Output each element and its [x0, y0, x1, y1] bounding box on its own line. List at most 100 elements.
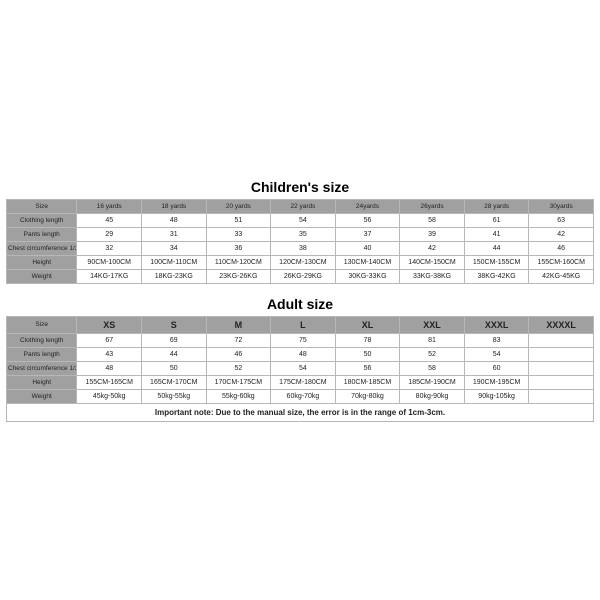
table-row: Clothing length4548515456586163 [7, 213, 594, 227]
children-cell: 46 [529, 241, 594, 255]
adult-size-block: Adult size Size XS S M L XL XXL XXXL XXX… [6, 290, 594, 422]
adult-cell: 75 [271, 333, 336, 347]
adult-tbody: Clothing length67697275788183Pants lengt… [7, 333, 594, 403]
adult-cell: 60 [464, 361, 529, 375]
adult-cell: 69 [142, 333, 207, 347]
children-metric-label: Clothing length [7, 213, 77, 227]
children-cell: 140CM-150CM [400, 255, 465, 269]
adult-cell: 45kg-50kg [77, 389, 142, 403]
children-size-col: 22 yards [271, 199, 336, 213]
adult-header-row: Size XS S M L XL XXL XXXL XXXXL [7, 316, 594, 333]
children-table: Size 16 yards 18 yards 20 yards 22 yards… [6, 199, 594, 284]
children-cell: 45 [77, 213, 142, 227]
adult-cell: 72 [206, 333, 271, 347]
children-metric-label: Chest circumference 1/2 [7, 241, 77, 255]
adult-size-col: XL [335, 316, 400, 333]
adult-size-label: Size [7, 316, 77, 333]
children-size-col: 24yards [335, 199, 400, 213]
children-cell: 130CM-140CM [335, 255, 400, 269]
adult-metric-label: Clothing length [7, 333, 77, 347]
children-cell: 110CM-120CM [206, 255, 271, 269]
children-cell: 33KG-38KG [400, 269, 465, 283]
children-cell: 42 [400, 241, 465, 255]
adult-size-col: S [142, 316, 207, 333]
adult-metric-label: Chest circumference 1/2 [7, 361, 77, 375]
children-cell: 18KG-23KG [142, 269, 207, 283]
children-metric-label: Height [7, 255, 77, 269]
adult-cell: 54 [271, 361, 336, 375]
adult-cell: 58 [400, 361, 465, 375]
adult-cell: 78 [335, 333, 400, 347]
adult-cell: 54 [464, 347, 529, 361]
children-cell: 32 [77, 241, 142, 255]
table-row: Pants length2931333537394142 [7, 227, 594, 241]
adult-cell: 60kg-70kg [271, 389, 336, 403]
adult-cell: 48 [271, 347, 336, 361]
adult-cell: 70kg-80kg [335, 389, 400, 403]
adult-size-col: XXXXL [529, 316, 594, 333]
adult-cell: 80kg-90kg [400, 389, 465, 403]
adult-title: Adult size [6, 290, 594, 316]
adult-metric-label: Weight [7, 389, 77, 403]
adult-size-col: XS [77, 316, 142, 333]
adult-cell: 185CM-190CM [400, 375, 465, 389]
adult-cell: 81 [400, 333, 465, 347]
children-size-col: 30yards [529, 199, 594, 213]
children-cell: 14KG-17KG [77, 269, 142, 283]
adult-cell [529, 375, 594, 389]
adult-size-col: XXL [400, 316, 465, 333]
children-cell: 37 [335, 227, 400, 241]
children-cell: 40 [335, 241, 400, 255]
adult-cell: 155CM-165CM [77, 375, 142, 389]
adult-size-col: XXXL [464, 316, 529, 333]
adult-cell: 50kg-55kg [142, 389, 207, 403]
children-cell: 42 [529, 227, 594, 241]
adult-cell: 50 [142, 361, 207, 375]
adult-cell: 165CM-170CM [142, 375, 207, 389]
children-cell: 33 [206, 227, 271, 241]
table-row: Pants length43444648505254 [7, 347, 594, 361]
adult-cell [529, 361, 594, 375]
children-cell: 48 [142, 213, 207, 227]
children-cell: 54 [271, 213, 336, 227]
adult-cell: 52 [206, 361, 271, 375]
adult-cell: 170CM-175CM [206, 375, 271, 389]
children-cell: 38 [271, 241, 336, 255]
adult-cell: 52 [400, 347, 465, 361]
children-title: Children's size [6, 173, 594, 199]
children-cell: 31 [142, 227, 207, 241]
children-cell: 150CM-155CM [464, 255, 529, 269]
children-size-col: 28 yards [464, 199, 529, 213]
adult-cell [529, 389, 594, 403]
children-cell: 29 [77, 227, 142, 241]
adult-cell: 43 [77, 347, 142, 361]
children-cell: 30KG-33KG [335, 269, 400, 283]
children-cell: 90CM-100CM [77, 255, 142, 269]
children-size-col: 16 yards [77, 199, 142, 213]
adult-cell: 44 [142, 347, 207, 361]
children-cell: 41 [464, 227, 529, 241]
children-cell: 44 [464, 241, 529, 255]
adult-cell [529, 333, 594, 347]
children-size-col: 20 yards [206, 199, 271, 213]
table-row: Height90CM-100CM100CM-110CM110CM-120CM12… [7, 255, 594, 269]
table-row: Clothing length67697275788183 [7, 333, 594, 347]
children-cell: 36 [206, 241, 271, 255]
adult-cell: 180CM-185CM [335, 375, 400, 389]
adult-size-col: L [271, 316, 336, 333]
important-note: Important note: Due to the manual size, … [6, 404, 594, 422]
adult-size-col: M [206, 316, 271, 333]
children-size-col: 18 yards [142, 199, 207, 213]
children-size-label: Size [7, 199, 77, 213]
children-size-col: 26yards [400, 199, 465, 213]
children-cell: 35 [271, 227, 336, 241]
children-cell: 23KG-26KG [206, 269, 271, 283]
children-cell: 56 [335, 213, 400, 227]
children-cell: 38KG-42KG [464, 269, 529, 283]
children-cell: 58 [400, 213, 465, 227]
table-row: Weight45kg-50kg50kg-55kg55kg-60kg60kg-70… [7, 389, 594, 403]
children-metric-label: Weight [7, 269, 77, 283]
adult-cell: 48 [77, 361, 142, 375]
table-row: Weight14KG-17KG18KG-23KG23KG-26KG26KG-29… [7, 269, 594, 283]
children-tbody: Clothing length4548515456586163Pants len… [7, 213, 594, 283]
